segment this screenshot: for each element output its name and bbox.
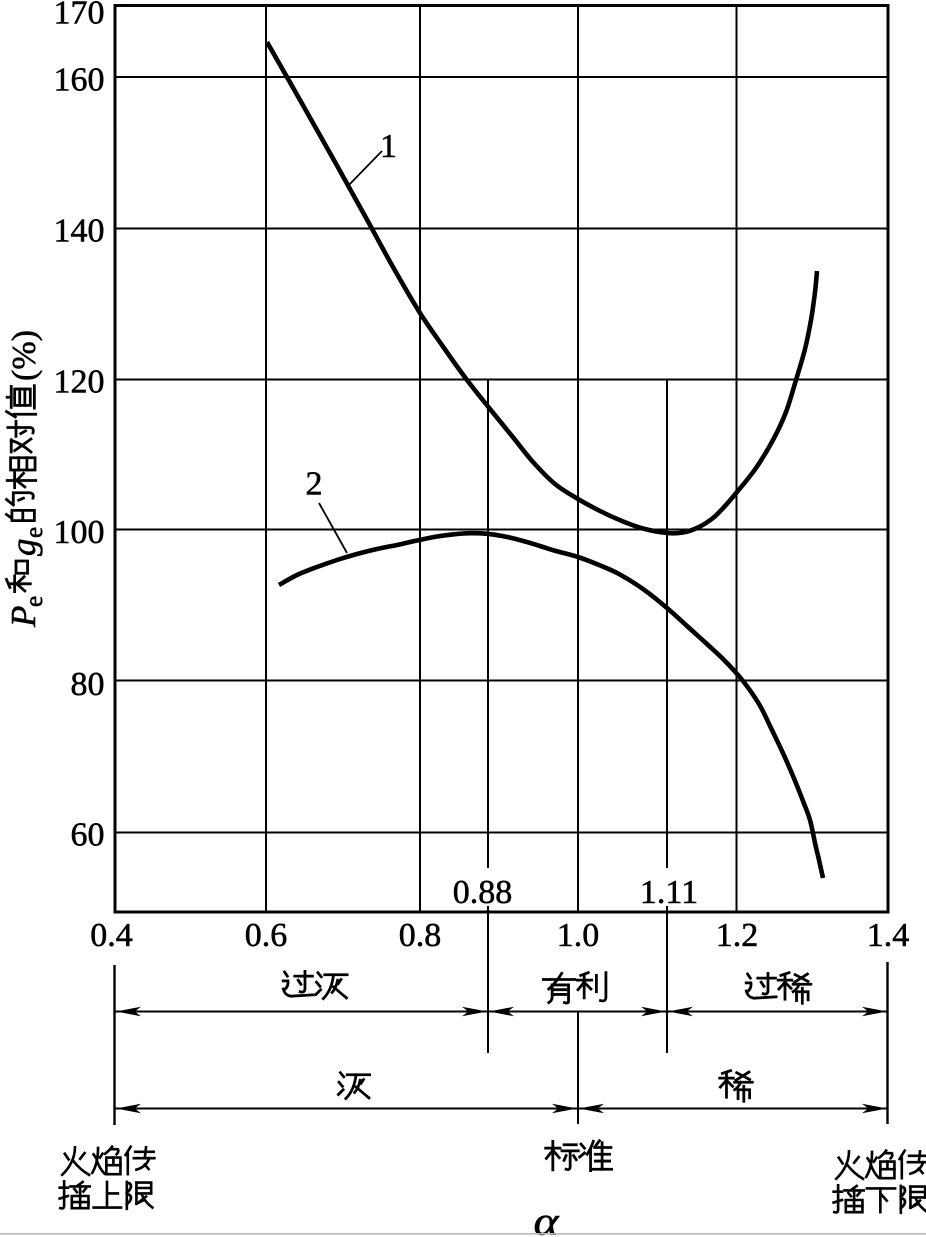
- svg-text:1.0: 1.0: [557, 917, 600, 954]
- svg-text:0.6: 0.6: [245, 917, 288, 954]
- svg-text:(%): (%): [6, 330, 43, 381]
- svg-text:0.8: 0.8: [399, 917, 442, 954]
- svg-text:80: 80: [71, 666, 105, 703]
- svg-text:P: P: [4, 606, 43, 628]
- svg-text:2: 2: [306, 466, 323, 503]
- svg-text:1.4: 1.4: [867, 917, 910, 954]
- svg-text:0.88: 0.88: [453, 874, 513, 911]
- svg-text:170: 170: [54, 0, 105, 32]
- svg-text:1: 1: [380, 128, 397, 165]
- svg-text:1.2: 1.2: [716, 917, 759, 954]
- svg-text:140: 140: [54, 213, 105, 250]
- svg-text:60: 60: [71, 817, 105, 854]
- svg-text:100: 100: [54, 514, 105, 551]
- svg-text:e: e: [21, 596, 48, 607]
- svg-text:α: α: [534, 1199, 560, 1237]
- svg-text:1.11: 1.11: [640, 874, 698, 911]
- svg-text:0.4: 0.4: [90, 917, 133, 954]
- svg-text:120: 120: [54, 364, 105, 401]
- svg-text:g: g: [4, 539, 43, 557]
- svg-text:160: 160: [54, 62, 105, 99]
- svg-text:e: e: [21, 527, 48, 538]
